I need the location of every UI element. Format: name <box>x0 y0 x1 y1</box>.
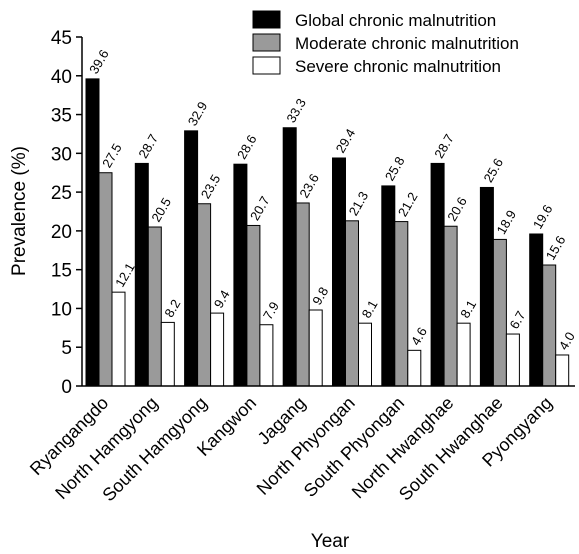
bar <box>160 321 175 387</box>
bar <box>233 163 248 387</box>
y-tick-label: 15 <box>51 261 72 282</box>
bar <box>111 291 126 387</box>
bar <box>542 264 557 387</box>
bar <box>394 221 409 387</box>
bars <box>85 78 570 387</box>
data-label: 20.7 <box>247 194 273 223</box>
data-label: 28.7 <box>431 131 457 160</box>
bar <box>407 349 422 387</box>
data-label: 4.0 <box>556 329 578 352</box>
bar <box>282 127 297 387</box>
y-tick-label: 40 <box>51 67 72 88</box>
y-tick-label: 10 <box>51 299 72 320</box>
bar <box>456 322 471 387</box>
data-label: 25.8 <box>382 154 408 183</box>
legend-label: Severe chronic malnutrition <box>295 57 501 76</box>
legend-swatch <box>252 10 281 29</box>
data-label: 8.1 <box>359 298 381 321</box>
bar <box>505 333 520 387</box>
bar <box>381 185 396 387</box>
y-tick-label: 20 <box>51 222 72 243</box>
data-label: 15.6 <box>543 233 569 262</box>
data-label: 25.6 <box>481 156 507 185</box>
data-label: 27.5 <box>99 141 125 170</box>
data-label: 29.4 <box>333 126 359 155</box>
bar <box>134 162 149 387</box>
bar <box>443 225 458 387</box>
data-label: 4.6 <box>408 325 430 348</box>
y-tick-label: 30 <box>51 144 72 165</box>
data-label: 21.3 <box>346 189 372 218</box>
data-label: 8.1 <box>457 298 479 321</box>
bar <box>332 157 346 387</box>
y-axis-title: Prevalence (%) <box>9 146 30 276</box>
bar <box>555 354 570 387</box>
x-axis-title: Year <box>311 531 350 552</box>
bar <box>184 130 199 387</box>
bar <box>259 324 274 387</box>
bar <box>529 233 544 387</box>
bar <box>147 226 162 387</box>
data-label: 21.2 <box>395 190 421 219</box>
data-label: 7.9 <box>260 299 282 322</box>
data-label: 6.7 <box>507 308 529 331</box>
y-tick-label: 25 <box>51 183 72 204</box>
data-label: 23.6 <box>296 171 322 200</box>
y-tick-label: 35 <box>51 106 72 127</box>
bar <box>246 224 261 387</box>
data-label: 18.9 <box>494 207 520 236</box>
legend-label: Moderate chronic malnutrition <box>295 34 519 53</box>
data-label: 8.2 <box>161 297 183 320</box>
data-label: 33.3 <box>283 96 309 125</box>
bar <box>210 312 225 387</box>
data-label: 20.6 <box>444 194 470 223</box>
legend-label: Global chronic malnutrition <box>295 11 496 30</box>
legend: Global chronic malnutrition Moderate chro… <box>252 10 519 76</box>
data-label: 20.5 <box>148 195 174 224</box>
y-axis: 0 5 10 15 20 25 30 35 40 45 <box>51 28 83 398</box>
bar <box>98 172 113 387</box>
bar <box>479 186 494 387</box>
data-label: 9.4 <box>211 287 233 310</box>
bar <box>492 238 507 387</box>
bar <box>197 203 212 387</box>
data-label: 32.9 <box>185 99 211 128</box>
y-tick-label: 0 <box>61 377 72 398</box>
legend-swatch <box>252 56 281 75</box>
data-label: 9.8 <box>309 284 331 307</box>
y-tick-label: 45 <box>51 28 72 49</box>
data-label: 23.5 <box>198 172 224 201</box>
bar <box>345 220 359 387</box>
data-label: 28.7 <box>135 131 161 160</box>
data-label: 12.1 <box>112 260 138 289</box>
legend-swatch <box>252 33 281 52</box>
bar <box>295 202 310 387</box>
data-label: 39.6 <box>86 47 112 76</box>
data-label: 19.6 <box>530 202 556 231</box>
bar <box>85 78 100 387</box>
bar <box>308 309 323 387</box>
y-tick-label: 5 <box>61 338 72 359</box>
data-label: 28.6 <box>234 132 260 161</box>
bar <box>430 162 445 387</box>
bar <box>358 322 372 387</box>
